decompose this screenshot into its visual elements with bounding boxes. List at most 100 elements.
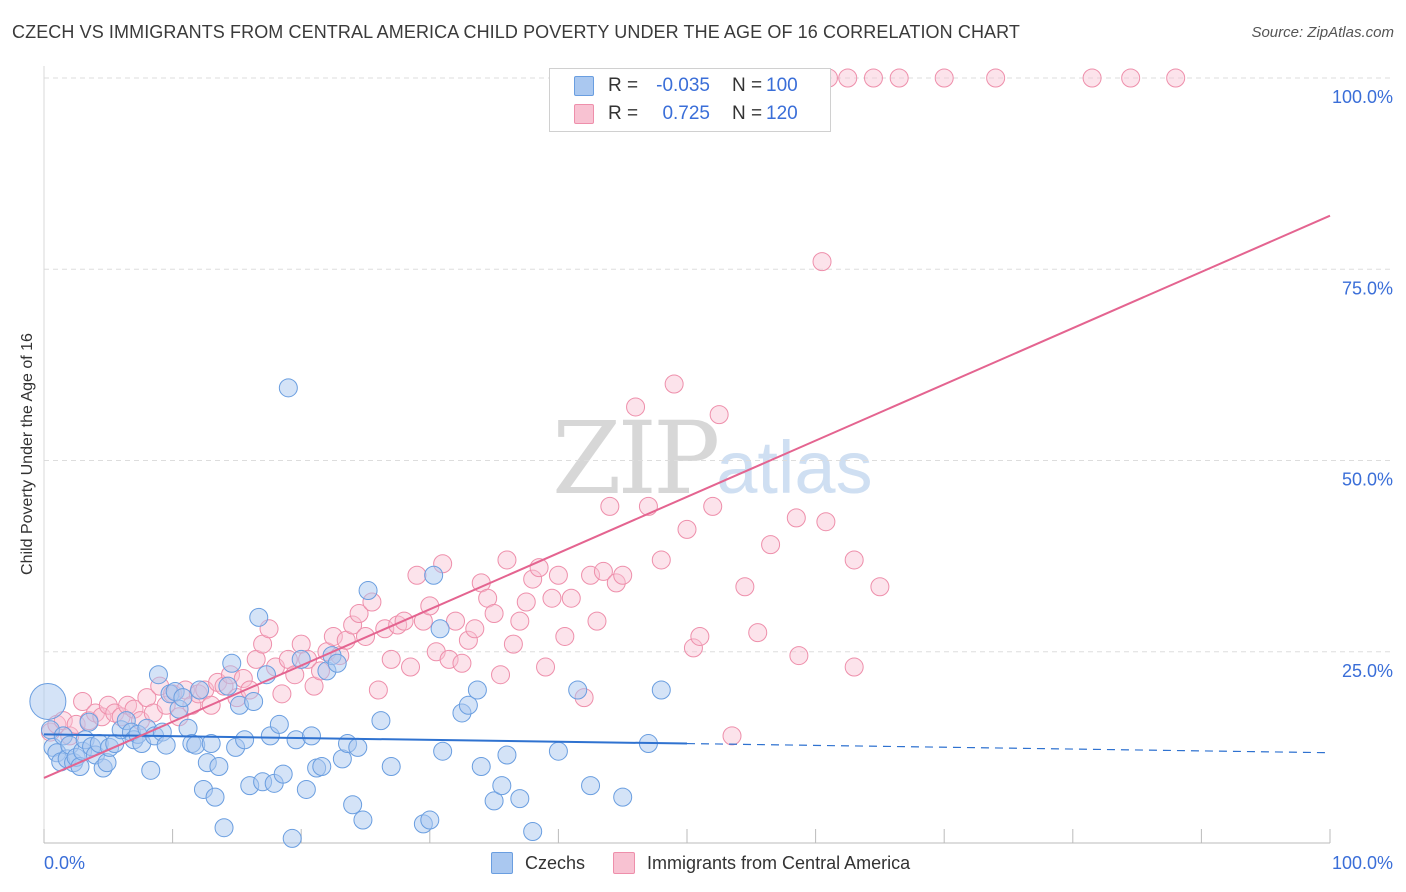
data-point-central-america	[439, 649, 459, 669]
data-point-czechs	[510, 789, 530, 809]
data-point-czechs	[312, 757, 332, 776]
data-point-central-america	[870, 577, 890, 597]
data-point-central-america	[690, 626, 710, 646]
data-point-central-america	[1121, 68, 1141, 88]
r-label: R =	[608, 103, 639, 124]
data-point-central-america	[1166, 68, 1186, 88]
data-point-czechs	[420, 810, 440, 830]
data-point-central-america	[863, 68, 883, 88]
data-point-central-america	[343, 615, 363, 635]
data-point-czechs	[190, 680, 210, 700]
tick-labels: 25.0% 50.0% 75.0% 100.0% 0.0% 100.0%	[44, 87, 1393, 873]
data-point-czechs	[651, 680, 671, 700]
data-point-czechs	[218, 676, 238, 696]
data-point-czechs	[458, 695, 478, 715]
data-point-central-america	[651, 550, 671, 570]
data-point-czechs	[301, 726, 321, 746]
data-point-central-america	[452, 653, 472, 673]
data-point-czechs	[214, 818, 234, 838]
data-point-central-america	[401, 657, 421, 677]
data-point-czechs	[156, 735, 176, 755]
data-point-czechs	[79, 712, 99, 732]
data-point-czechs	[148, 665, 168, 685]
data-point-central-america	[986, 68, 1006, 88]
watermark: ZIPatlas	[552, 400, 873, 517]
central-america-swatch	[574, 104, 594, 124]
r-label: R =	[608, 75, 639, 96]
data-point-central-america	[233, 669, 253, 689]
data-point-central-america	[323, 626, 343, 646]
r-value: 0.725	[662, 103, 710, 124]
data-point-central-america	[349, 604, 369, 623]
y-tick-label: 50.0%	[1342, 470, 1393, 490]
data-point-czechs	[296, 779, 316, 799]
data-point-central-america	[786, 508, 806, 528]
data-point-central-america	[581, 565, 601, 585]
data-point-czechs	[173, 688, 193, 708]
x-tick-label: 0.0%	[44, 853, 85, 873]
data-point-central-america	[606, 573, 626, 593]
data-point-central-america	[272, 684, 292, 704]
data-point-central-america	[844, 550, 864, 570]
data-point-central-america	[838, 68, 858, 88]
data-point-central-america	[542, 588, 562, 608]
x-tick-label: 100.0%	[1332, 853, 1393, 873]
data-point-czechs	[433, 741, 453, 761]
correlation-legend: R = -0.035 N = 100 R = 0.725 N = 120	[549, 68, 831, 132]
data-point-czechs	[29, 682, 67, 720]
data-point-central-america	[516, 592, 536, 612]
data-point-czechs	[471, 757, 491, 776]
data-point-czechs	[424, 565, 444, 585]
central-america-swatch	[613, 852, 636, 874]
data-point-czechs	[467, 680, 487, 700]
data-point-central-america	[98, 695, 118, 715]
data-point-czechs	[141, 760, 161, 780]
data-point-central-america	[484, 604, 504, 623]
y-tick-label: 100.0%	[1332, 87, 1393, 107]
czechs-swatch	[574, 76, 594, 96]
r-value: -0.035	[656, 75, 710, 96]
n-value: 100	[766, 75, 798, 96]
data-point-central-america	[709, 405, 729, 425]
data-point-central-america	[536, 657, 556, 677]
data-point-czechs	[209, 757, 229, 776]
data-point-central-america	[407, 565, 427, 585]
data-point-central-america	[548, 565, 568, 585]
czechs-swatch	[491, 852, 513, 874]
watermark-atlas: atlas	[716, 426, 873, 509]
axes	[43, 66, 1331, 844]
data-point-central-america	[722, 726, 742, 746]
data-point-czechs	[244, 691, 264, 711]
gridlines	[44, 77, 1392, 653]
data-point-czechs	[568, 680, 588, 700]
y-tick-label: 75.0%	[1342, 278, 1393, 298]
data-point-central-america	[934, 68, 954, 88]
data-point-czechs	[548, 741, 568, 761]
data-point-central-america	[664, 374, 684, 394]
data-point-czechs	[201, 734, 221, 754]
data-point-central-america	[1082, 68, 1102, 88]
data-point-central-america	[600, 496, 620, 516]
data-point-central-america	[381, 649, 401, 669]
source-label: Source: ZipAtlas.com	[1251, 24, 1394, 41]
data-point-czechs	[343, 795, 363, 815]
legend-item-czechs: Czechs	[491, 852, 585, 874]
data-point-czechs	[249, 607, 269, 627]
legend-row-central-america: R = 0.725 N = 120	[574, 102, 798, 126]
legend-label-czechs: Czechs	[525, 852, 586, 873]
data-point-czechs	[497, 745, 517, 765]
data-point-czechs	[381, 757, 401, 776]
data-point-central-america	[446, 611, 466, 631]
data-point-central-america	[510, 611, 530, 631]
chart-title: CZECH VS IMMIGRANTS FROM CENTRAL AMERICA…	[12, 22, 1021, 42]
data-point-central-america	[465, 619, 485, 639]
data-point-central-america	[889, 68, 909, 88]
data-point-czechs	[327, 653, 347, 673]
n-label: N =	[732, 103, 763, 124]
n-label: N =	[732, 75, 763, 96]
series-central-america-points	[40, 68, 1186, 746]
trend-line-central-america	[43, 214, 1331, 779]
legend-row-czechs: R = -0.035 N = 100	[574, 74, 798, 98]
data-point-central-america	[593, 561, 613, 581]
y-axis-label: Child Poverty Under the Age of 16	[19, 333, 36, 575]
